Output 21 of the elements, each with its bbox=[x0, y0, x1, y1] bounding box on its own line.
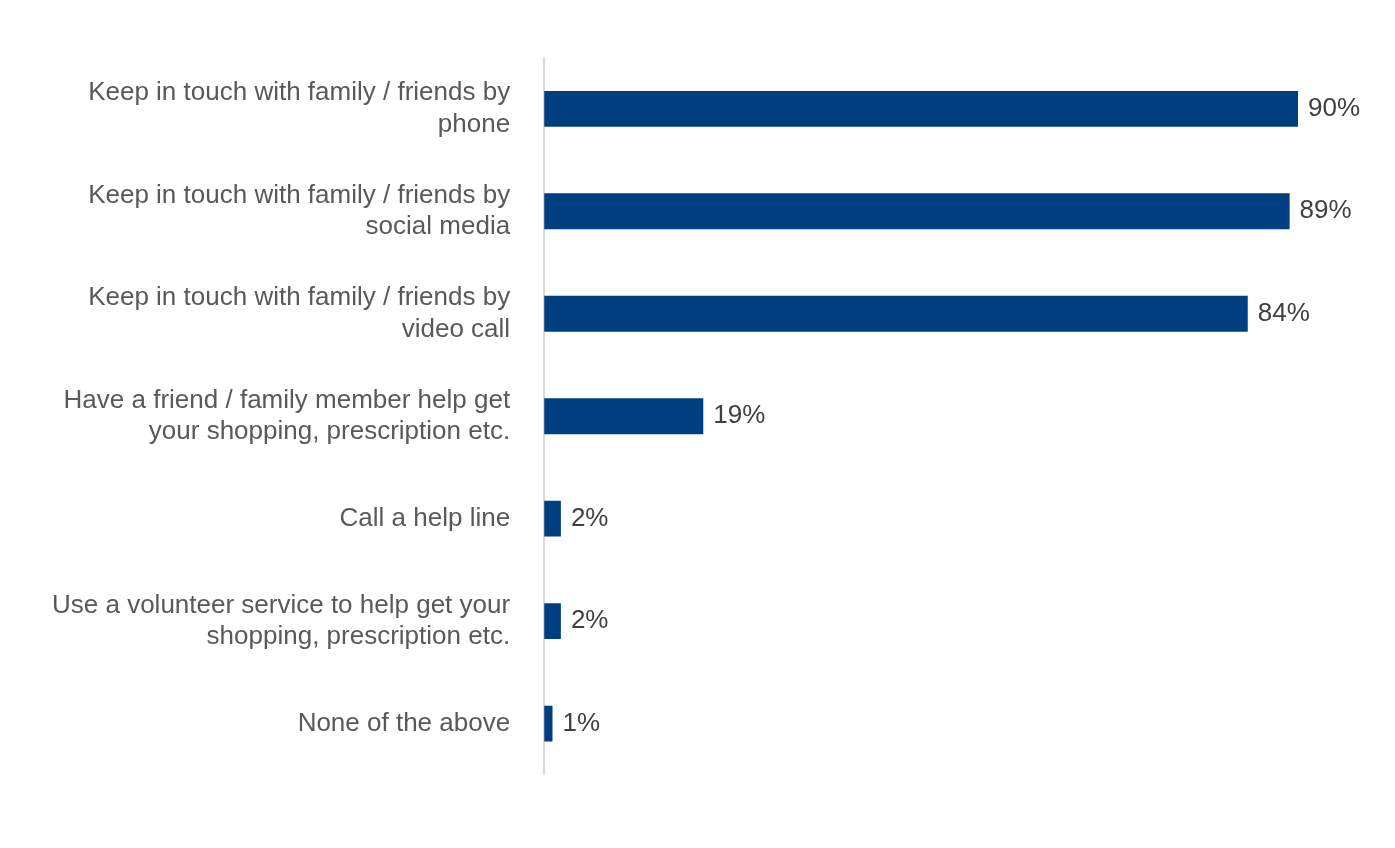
bar bbox=[544, 705, 553, 742]
y-tick-label: Have a friend / family member help get your shopping, prescription etc. bbox=[63, 383, 511, 445]
y-tick-label: Keep in touch with family / friends by phone bbox=[88, 76, 511, 138]
bar bbox=[544, 90, 1298, 127]
data-label: 84% bbox=[1257, 296, 1310, 327]
data-label: 2% bbox=[570, 604, 609, 635]
bar bbox=[544, 398, 704, 435]
bar bbox=[544, 193, 1290, 230]
data-label: 89% bbox=[1299, 194, 1352, 225]
data-label: 2% bbox=[570, 501, 609, 532]
y-tick-label: None of the above bbox=[297, 706, 511, 737]
data-label: 1% bbox=[562, 706, 601, 737]
y-tick-label: Keep in touch with family / friends by video call bbox=[88, 281, 511, 343]
bar bbox=[544, 603, 561, 640]
data-label: 19% bbox=[713, 399, 766, 430]
y-tick-label: Use a volunteer service to help get your shopping, prescription etc. bbox=[52, 588, 511, 650]
bar bbox=[544, 500, 561, 537]
data-label: 90% bbox=[1308, 92, 1361, 122]
bar bbox=[544, 295, 1248, 332]
y-tick-label: Keep in touch with family / friends by social media bbox=[88, 178, 511, 241]
y-tick-label: Call a help line bbox=[339, 501, 511, 532]
